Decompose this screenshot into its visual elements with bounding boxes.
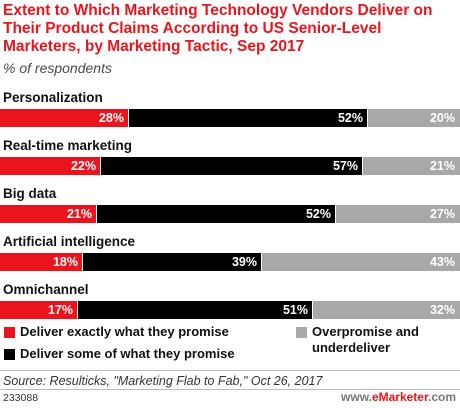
bar-segment xyxy=(313,301,460,319)
source-note: Source: Resulticks, "Marketing Flab to F… xyxy=(3,374,323,388)
bar-value-label: 17% xyxy=(47,303,73,317)
bar-segment xyxy=(262,253,460,271)
bar-segment xyxy=(368,109,460,127)
bar-row: 28% 52% 20% xyxy=(0,109,460,127)
bar-value-label: 21% xyxy=(429,159,455,173)
brand-suffix: .com xyxy=(427,390,456,404)
bar-value-label: 21% xyxy=(66,207,92,221)
legend-swatch-overpromise xyxy=(296,327,307,338)
legend-swatch-deliver-some xyxy=(4,349,15,360)
bar-segment xyxy=(0,157,100,175)
bar-value-label: 18% xyxy=(52,255,78,269)
bar-value-label: 51% xyxy=(282,303,308,317)
chart-subtitle: % of respondents xyxy=(3,60,112,76)
legend-label-deliver-exactly: Deliver exactly what they promise xyxy=(20,324,229,339)
bar-row: 17% 51% 32% xyxy=(0,301,460,319)
bar-segment xyxy=(0,253,82,271)
bar-value-label: 52% xyxy=(337,111,363,125)
emarketer-brand[interactable]: www.eMarketer.com xyxy=(341,390,456,404)
brand-prefix: www. xyxy=(341,390,372,404)
source-divider xyxy=(0,370,460,371)
chart-title: Extent to Which Marketing Technology Ven… xyxy=(3,2,433,55)
bar-value-label: 52% xyxy=(305,207,331,221)
bar-segment xyxy=(129,109,367,127)
bar-value-label: 43% xyxy=(429,255,455,269)
chart-id: 233088 xyxy=(3,392,39,404)
bar-segment xyxy=(83,253,261,271)
bar-segment xyxy=(0,109,128,127)
bar-segment xyxy=(336,205,460,223)
bar-segment xyxy=(78,301,312,319)
bar-value-label: 27% xyxy=(429,207,455,221)
bar-segment xyxy=(363,157,460,175)
category-label: Omnichannel xyxy=(3,282,89,297)
legend-label-overpromise: Overpromise and underdeliver xyxy=(312,324,419,355)
bar-row: 22% 57% 21% xyxy=(0,157,460,175)
footer-divider xyxy=(0,389,460,390)
bar-row: 18% 39% 43% xyxy=(0,253,460,271)
bar-value-label: 39% xyxy=(231,255,257,269)
bar-value-label: 57% xyxy=(332,159,358,173)
category-label: Big data xyxy=(3,186,57,201)
bar-segment xyxy=(97,205,335,223)
bar-row: 21% 52% 27% xyxy=(0,205,460,223)
category-label: Real-time marketing xyxy=(3,138,133,153)
bar-value-label: 32% xyxy=(429,303,455,317)
brand-name: eMarketer xyxy=(371,390,428,404)
bar-value-label: 20% xyxy=(429,111,455,125)
legend-label-deliver-some: Deliver some of what they promise xyxy=(20,346,235,361)
bar-segment xyxy=(101,157,362,175)
bar-value-label: 28% xyxy=(98,111,124,125)
category-label: Personalization xyxy=(3,90,103,105)
category-label: Artificial intelligence xyxy=(3,234,136,249)
legend-swatch-deliver-exactly xyxy=(4,327,15,338)
bar-segment xyxy=(0,205,96,223)
bar-value-label: 22% xyxy=(70,159,96,173)
bar-segment xyxy=(0,301,77,319)
